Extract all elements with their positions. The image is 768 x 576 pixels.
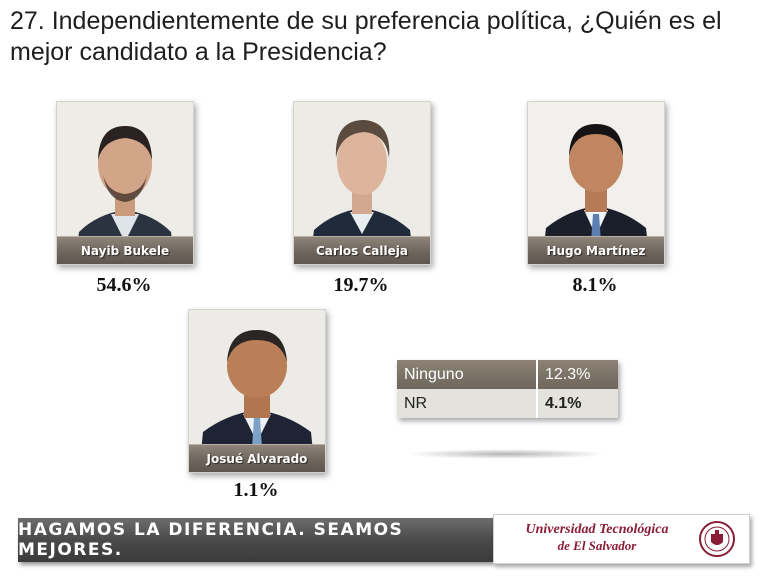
candidate-name: Nayib Bukele [80,243,170,258]
candidate-card: Carlos Calleja [293,101,431,265]
table-cell-value: 4.1% [536,389,618,418]
nameplate: Nayib Bukele [57,236,193,264]
nameplate: Josué Alvarado [189,444,325,472]
candidate-name: Carlos Calleja [316,243,408,258]
university-seal-icon [699,521,735,557]
decorative-shadow [405,449,608,459]
candidate-percentage: 19.7% [333,274,389,296]
candidate-name: Hugo Martínez [546,243,646,258]
candidate-percentage: 54.6% [96,274,152,296]
table-cell-label: Ninguno [397,360,536,389]
candidate-card: Josué Alvarado [188,309,326,473]
candidate-percentage: 8.1% [572,274,618,296]
table-cell-value: 12.3% [536,360,618,389]
university-name: Universidad Tecnológica de El Salvador [525,522,669,553]
question-title: 27. Independientemente de su preferencia… [10,7,722,66]
nameplate: Hugo Martínez [528,236,664,264]
slogan-banner: HAGAMOS LA DIFERENCIA. SEAMOS MEJORES. [18,518,493,562]
candidate-card: Hugo Martínez [527,101,665,265]
university-logo: Universidad Tecnológica de El Salvador [493,514,750,564]
candidate-percentage: 1.1% [233,479,279,501]
table-cell-label: NR [397,389,536,418]
other-responses-table: Ninguno 12.3% NR 4.1% [397,360,618,418]
candidate-card: Nayib Bukele [56,101,194,265]
table-row: Ninguno 12.3% [397,360,618,389]
table-row: NR 4.1% [397,389,618,418]
slogan-text: HAGAMOS LA DIFERENCIA. SEAMOS MEJORES. [18,520,404,560]
nameplate: Carlos Calleja [294,236,430,264]
candidate-name: Josué Alvarado [206,451,308,466]
